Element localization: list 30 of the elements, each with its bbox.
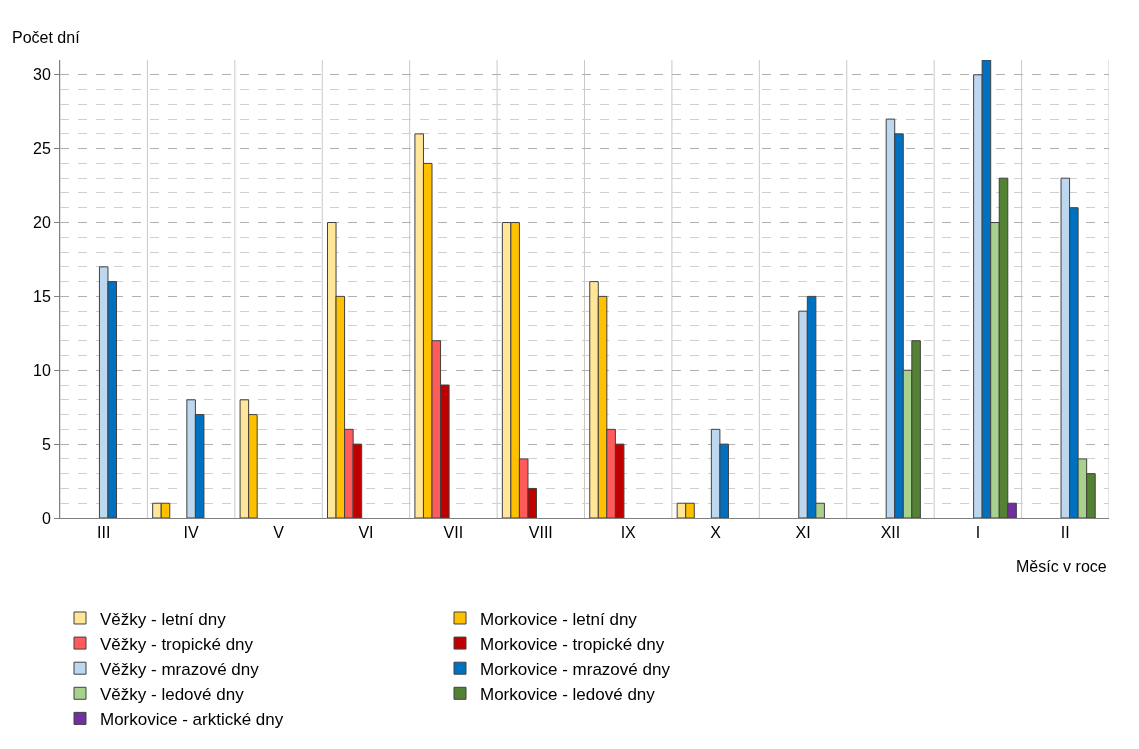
x-tick-label: I — [975, 524, 981, 542]
x-tick-label: XI — [795, 524, 811, 542]
legend-label: Věžky - letní dny — [100, 609, 227, 629]
y-tick-label: 10 — [33, 361, 51, 379]
legend-label: Morkovice - mrazové dny — [480, 659, 671, 679]
y-tick-label: 20 — [33, 214, 51, 232]
x-tick-label: VIII — [528, 524, 553, 542]
x-tick-label: XII — [880, 524, 901, 542]
legend-label: Věžky - tropické dny — [100, 634, 254, 654]
x-tick-label: VI — [358, 524, 374, 542]
x-tick-label: III — [97, 524, 111, 542]
y-tick-label: 15 — [33, 287, 51, 305]
x-tick-label: VII — [443, 524, 464, 542]
legend-label: Věžky - ledové dny — [100, 684, 245, 704]
x-tick-label: IX — [620, 524, 637, 542]
x-axis-title: Měsíc v roce — [1016, 558, 1107, 575]
legend-label: Věžky - mrazové dny — [100, 659, 260, 679]
legend-label: Morkovice - tropické dny — [480, 634, 665, 654]
legend-label: Morkovice - letní dny — [480, 609, 638, 629]
y-tick-label: 25 — [33, 140, 51, 158]
x-tick-label: IV — [183, 524, 200, 542]
y-tick-label: 30 — [33, 66, 51, 84]
legend-label: Morkovice - ledové dny — [480, 684, 656, 704]
x-tick-label: X — [710, 524, 722, 542]
y-axis-title: Počet dní — [12, 29, 81, 46]
y-tick-label: 5 — [41, 435, 51, 453]
legend-label: Morkovice - arktické dny — [100, 710, 284, 730]
x-tick-label: II — [1060, 524, 1070, 542]
y-tick-label: 0 — [41, 509, 51, 527]
x-tick-label: V — [273, 524, 285, 542]
